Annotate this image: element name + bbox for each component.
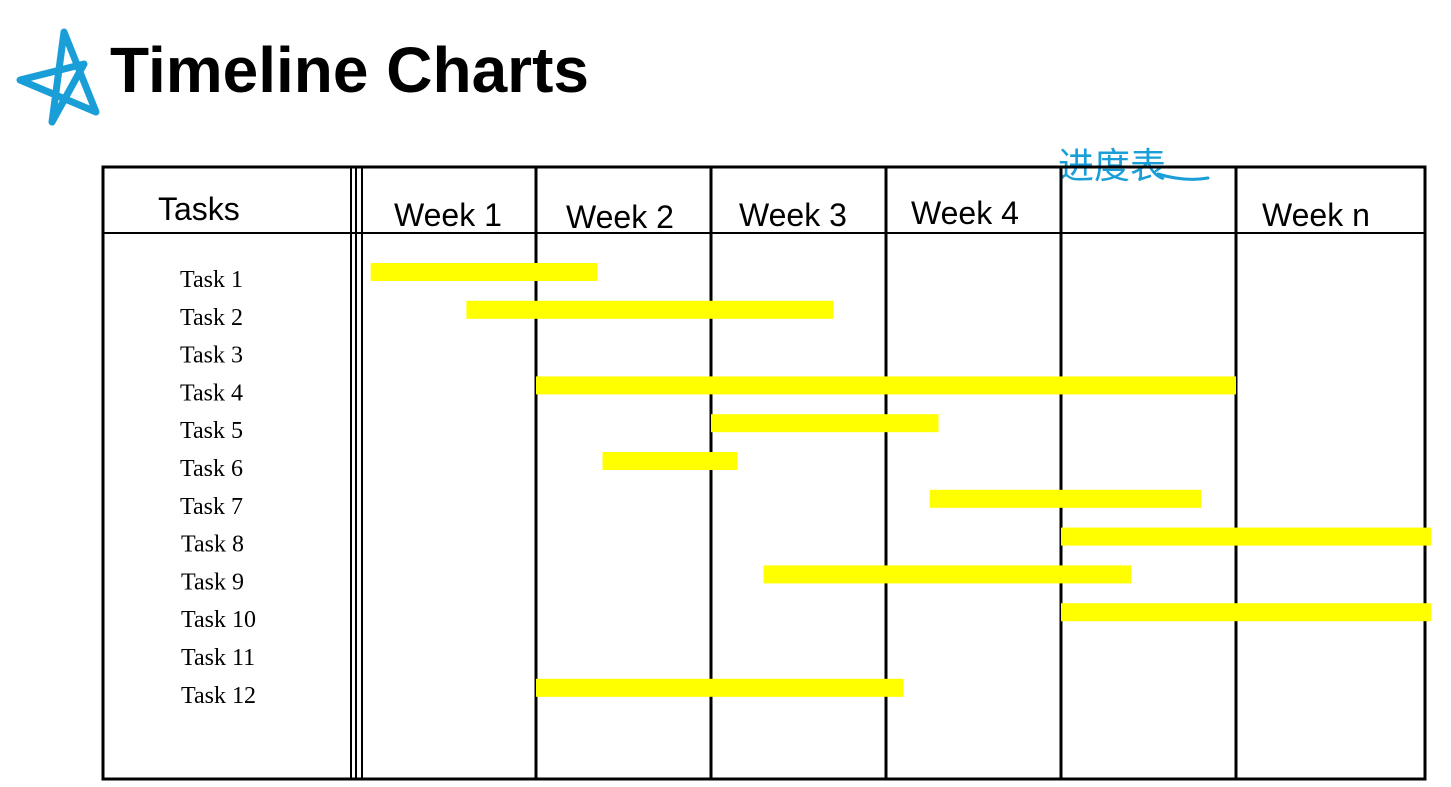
task-bars xyxy=(370,263,1431,697)
task-bar xyxy=(536,678,904,697)
week-header-label: Week 1 xyxy=(394,197,502,233)
task-bar xyxy=(1061,603,1431,622)
task-bar xyxy=(1061,527,1431,546)
task-label: Task 4 xyxy=(180,380,243,406)
week-header-label: Week 2 xyxy=(566,199,674,235)
task-label: Task 10 xyxy=(181,607,256,633)
task-label: Task 7 xyxy=(180,494,243,520)
timeline-grid xyxy=(101,165,1427,781)
task-label: Task 3 xyxy=(180,343,243,369)
task-label: Task 9 xyxy=(181,569,244,595)
task-label: Task 5 xyxy=(180,418,243,444)
task-label: Task 12 xyxy=(181,683,256,709)
tasks-header: Tasks xyxy=(158,191,240,227)
task-bar xyxy=(466,300,834,319)
task-bar xyxy=(602,452,738,470)
task-bar xyxy=(711,414,939,433)
page-title: Timeline Charts xyxy=(110,34,589,106)
task-bar xyxy=(370,263,598,281)
week-header-label: Week 3 xyxy=(739,197,847,233)
handwritten-underline xyxy=(1156,172,1210,181)
task-label: Task 2 xyxy=(180,305,243,331)
task-labels: Task 1 Task 2 Task 3 Task 4 Task 5 Task 6 Task… xyxy=(180,267,256,709)
week-columns: Week 1 Week 2 Week 3 Week 4 Week n xyxy=(361,167,1370,779)
task-bar xyxy=(536,376,1236,395)
week-header-label: Week 4 xyxy=(911,195,1019,231)
week-header-label: Week n xyxy=(1262,197,1370,233)
star-scribble-icon xyxy=(16,28,100,126)
task-bar xyxy=(929,489,1201,508)
task-bar xyxy=(763,565,1131,584)
table-border xyxy=(101,165,1427,781)
task-label: Task 11 xyxy=(181,645,255,671)
task-label: Task 1 xyxy=(180,267,243,293)
task-label: Task 6 xyxy=(180,456,243,482)
task-label: Task 8 xyxy=(181,532,244,558)
